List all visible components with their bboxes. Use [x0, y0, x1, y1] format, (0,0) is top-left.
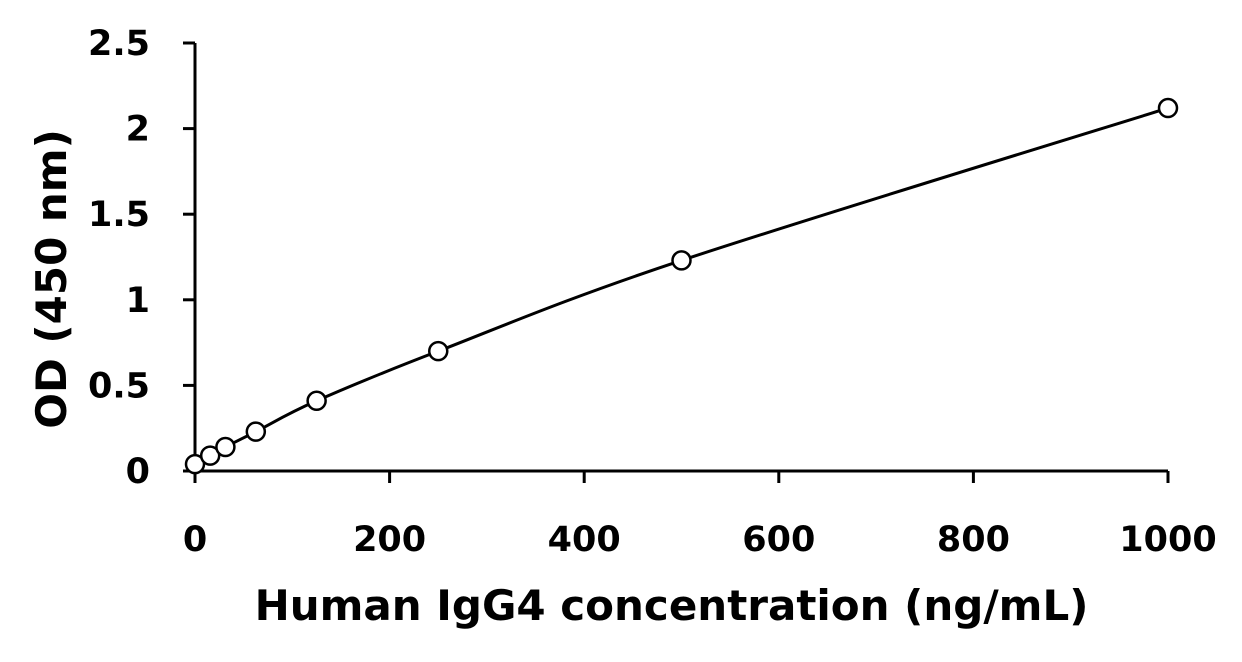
- x-tick-label: 400: [548, 520, 621, 560]
- data-point: [184, 453, 206, 475]
- x-ticks: 0 200 400 600 800 1000: [183, 471, 1217, 560]
- axes: [193, 43, 1168, 473]
- x-tick-label: 200: [353, 520, 426, 560]
- y-tick-label: 2: [126, 110, 150, 150]
- y-tick-label: 0: [126, 452, 150, 492]
- x-axis-title: Human IgG4 concentration (ng/mL): [255, 581, 1089, 630]
- y-ticks: 0 0.5 1 1.5 2 2.5: [88, 24, 195, 492]
- data-point: [215, 436, 236, 458]
- data-point: [428, 340, 449, 362]
- x-tick-label: 1000: [1119, 520, 1216, 560]
- y-tick-label: 1: [126, 281, 150, 321]
- data-point: [245, 421, 267, 442]
- y-axis-title: OD (450 nm): [27, 129, 76, 429]
- data-point: [306, 390, 327, 412]
- x-tick-label: 0: [183, 520, 207, 560]
- data-point: [199, 445, 221, 466]
- data-points: [184, 97, 1179, 475]
- data-point: [1157, 97, 1179, 119]
- fit-curve: [194, 106, 1169, 466]
- y-tick-label: 0.5: [88, 366, 150, 406]
- y-tick-label: 1.5: [88, 195, 150, 235]
- y-tick-label: 2.5: [88, 24, 150, 64]
- data-point: [671, 250, 692, 271]
- x-tick-label: 600: [742, 520, 815, 560]
- x-tick-label: 800: [937, 520, 1010, 560]
